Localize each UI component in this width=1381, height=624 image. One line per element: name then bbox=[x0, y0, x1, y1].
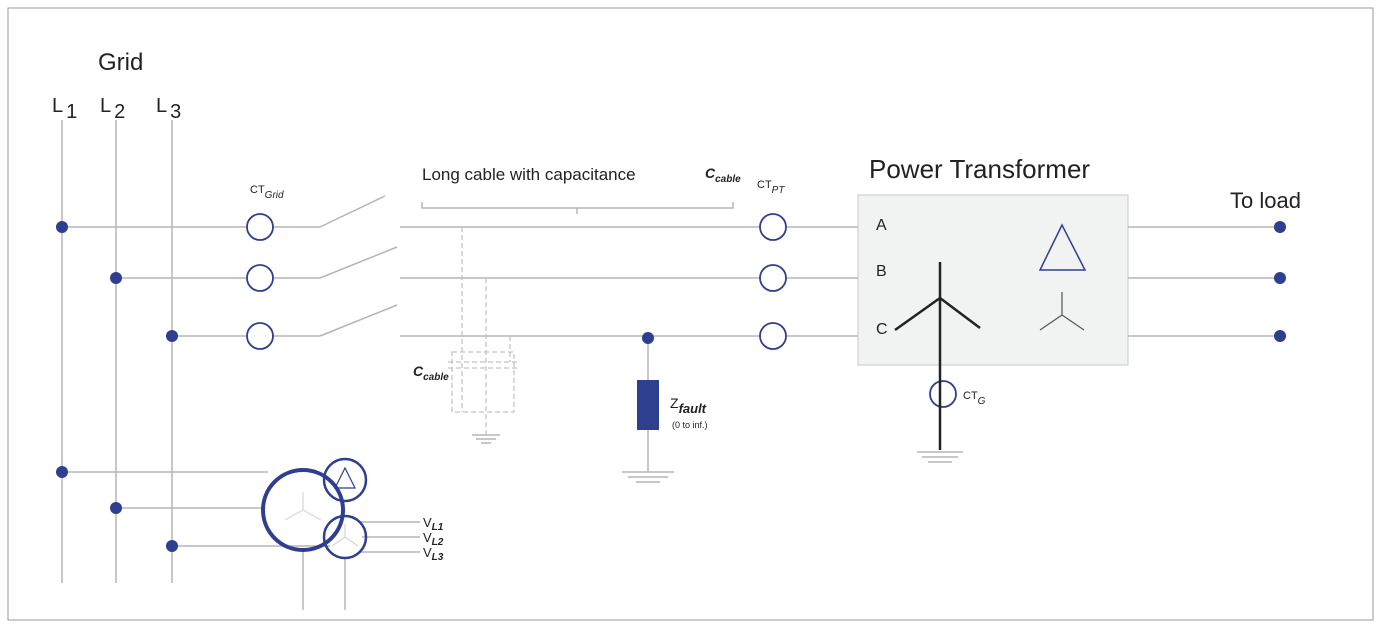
node-part bbox=[1274, 330, 1286, 342]
wire-part bbox=[319, 195, 386, 228]
node-part bbox=[56, 466, 68, 478]
wire-part bbox=[319, 304, 398, 337]
line-label-part-part: L bbox=[100, 95, 111, 117]
ct-coil-part bbox=[929, 380, 957, 408]
ct-coil bbox=[246, 213, 1087, 489]
phase-label: A B C bbox=[876, 217, 888, 338]
fault-range: (0 to inf.) bbox=[672, 420, 708, 430]
node-part bbox=[642, 332, 654, 344]
voltage-label-part: VL1 bbox=[423, 515, 444, 533]
wire-part bbox=[472, 434, 500, 444]
grid-title: Grid bbox=[98, 49, 143, 76]
node-part bbox=[1274, 221, 1286, 233]
phase-label-part: B bbox=[876, 263, 887, 280]
capacitor-part bbox=[451, 351, 515, 413]
fault-label-part: fault bbox=[679, 401, 707, 416]
phase-label-part: C bbox=[876, 321, 888, 338]
ct-coil-part bbox=[246, 264, 274, 292]
line-label-part-part: 2 bbox=[114, 101, 125, 123]
ct-label-part: CTGrid bbox=[250, 184, 284, 201]
winding bbox=[894, 262, 981, 450]
line-label-part-part: L bbox=[52, 95, 63, 117]
ct-coil-part bbox=[246, 322, 274, 350]
ct-coil-part bbox=[1038, 223, 1087, 271]
capacitor bbox=[448, 227, 520, 435]
line-label-part-part: 1 bbox=[66, 101, 77, 123]
ct-label-part-part: CT bbox=[250, 184, 265, 196]
load-label: To load bbox=[1230, 188, 1301, 213]
wire-part bbox=[421, 202, 734, 214]
voltage-label-part-part: V bbox=[423, 545, 432, 560]
ct-coil-part bbox=[759, 213, 787, 241]
ct-coil-part bbox=[334, 466, 356, 489]
ct-label-part: CTPT bbox=[757, 179, 785, 196]
line-label-part-part: L bbox=[156, 95, 167, 117]
ct-coil-part bbox=[759, 322, 787, 350]
voltage-transformer-part bbox=[322, 457, 368, 503]
phase-label-part: A bbox=[876, 217, 887, 234]
ct-label-part-part: CT bbox=[963, 390, 978, 402]
voltage-label-part-part: V bbox=[423, 530, 432, 545]
ct-label: CTGrid CTPT CTG bbox=[250, 179, 986, 407]
line-label-part-part: 3 bbox=[170, 101, 181, 123]
voltage-label-part: VL3 bbox=[423, 545, 444, 563]
winding-part bbox=[894, 262, 981, 450]
voltage-label-part-part: L3 bbox=[432, 552, 444, 563]
voltage-transformer-part bbox=[322, 514, 368, 560]
cable-capacitance-part: C bbox=[705, 165, 716, 181]
ct-label-part-part: Grid bbox=[265, 190, 284, 201]
node-part bbox=[110, 502, 122, 514]
fault-label-part: Z bbox=[670, 395, 679, 411]
capacitor-label-part: cable bbox=[423, 372, 449, 383]
ct-label-part-part: G bbox=[978, 396, 986, 407]
node-part bbox=[166, 330, 178, 342]
voltage-label-part-part: L1 bbox=[432, 522, 444, 533]
cable-label: Long cable with capacitance bbox=[422, 165, 636, 184]
node bbox=[56, 221, 1286, 552]
cable-capacitance-part: cable bbox=[715, 174, 741, 185]
ct-coil-part bbox=[759, 264, 787, 292]
node-part bbox=[110, 272, 122, 284]
capacitor-label-part: C bbox=[413, 363, 424, 379]
voltage-transformer-part bbox=[1039, 292, 1085, 331]
ct-coil-part bbox=[246, 213, 274, 241]
frame bbox=[7, 7, 1374, 621]
voltage-label-part-part: V bbox=[423, 515, 432, 530]
capacitor-label: Ccable bbox=[413, 363, 449, 383]
fault-label: Zfault bbox=[670, 395, 707, 416]
wire bbox=[61, 120, 1280, 610]
node-part bbox=[1274, 272, 1286, 284]
voltage-transformer bbox=[261, 292, 1085, 560]
voltage-label-part: VL2 bbox=[423, 530, 444, 548]
transformer-title: Power Transformer bbox=[869, 154, 1090, 184]
cable-capacitance: Ccable bbox=[705, 165, 741, 185]
ct-label-part: CTG bbox=[963, 390, 986, 407]
wire-part bbox=[284, 492, 322, 521]
wire-part bbox=[319, 246, 398, 279]
voltage-label: VL1 VL2 VL3 bbox=[423, 515, 444, 563]
wire-part bbox=[917, 451, 963, 463]
transformer-box bbox=[857, 194, 1129, 366]
voltage-transformer-part bbox=[261, 468, 345, 552]
voltage-label-part-part: L2 bbox=[432, 537, 444, 548]
node-part bbox=[637, 380, 659, 430]
wire-part bbox=[622, 338, 674, 483]
node-part bbox=[166, 540, 178, 552]
ct-label-part-part: CT bbox=[757, 179, 772, 191]
node-part bbox=[56, 221, 68, 233]
voltage-transformer-part bbox=[331, 524, 359, 547]
ct-label-part-part: PT bbox=[772, 185, 786, 196]
